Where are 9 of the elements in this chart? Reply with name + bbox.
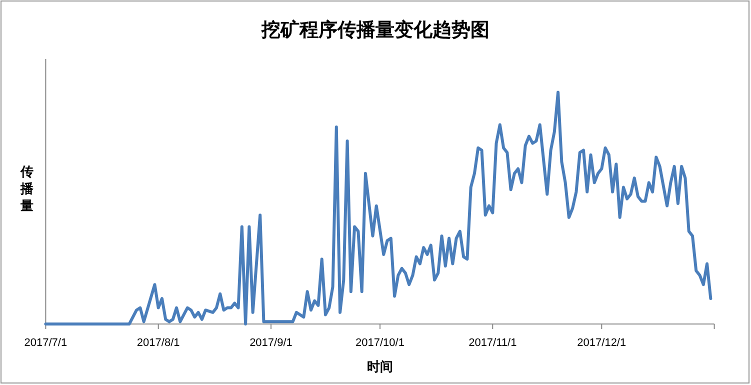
x-axis-title: 时间 [367, 359, 393, 374]
chart-title: 挖矿程序传播量变化趋势图 [260, 19, 490, 41]
x-tick-label: 2017/7/1 [24, 337, 68, 349]
x-tick-label: 2017/8/1 [136, 337, 180, 349]
x-tick-label: 2017/11/1 [468, 337, 517, 349]
x-tick-label: 2017/9/1 [250, 337, 292, 349]
y-axis-title: 传播量 [20, 164, 34, 213]
x-tick-label: 2017/10/1 [356, 337, 404, 349]
x-tick-label: 2017/12/1 [577, 337, 626, 349]
